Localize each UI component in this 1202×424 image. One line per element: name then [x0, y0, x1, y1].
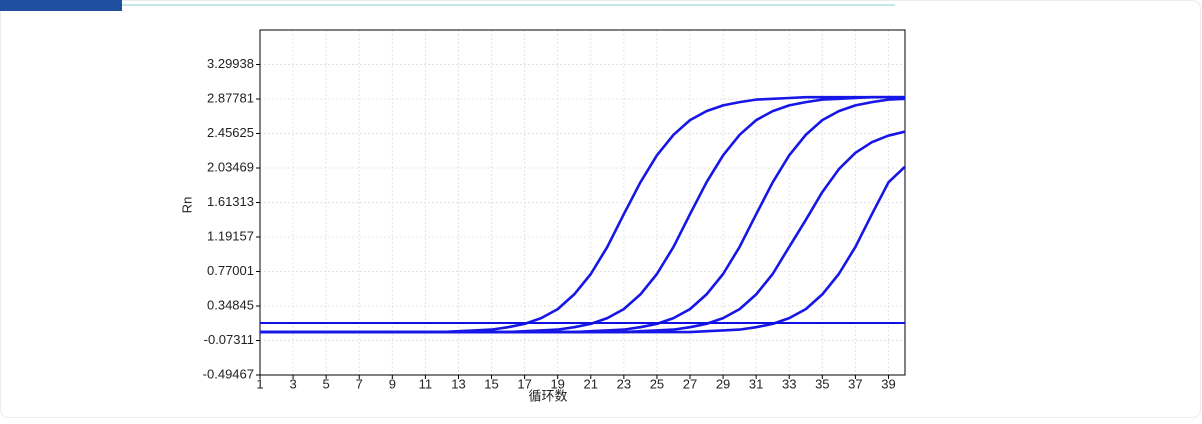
x-tick-label: 31	[749, 376, 763, 391]
y-tick-label: -0.07311	[204, 332, 254, 347]
x-tick-label: 11	[419, 376, 433, 391]
x-tick-label: 3	[289, 376, 296, 391]
x-tick-label: 23	[617, 376, 631, 391]
x-tick-label: 39	[881, 376, 895, 391]
header-bar	[0, 0, 122, 11]
y-tick-label: 0.77001	[207, 263, 254, 278]
x-tick-label: 35	[815, 376, 829, 391]
x-tick-label: 9	[389, 376, 396, 391]
y-tick-label: 2.03469	[207, 159, 254, 174]
y-tick-label: 1.61313	[207, 194, 254, 209]
x-axis-label: 循环数	[528, 388, 567, 403]
x-tick-label: 17	[517, 376, 531, 391]
x-tick-label: 19	[550, 376, 564, 391]
y-tick-label: 0.34845	[207, 297, 254, 312]
x-tick-label: 5	[323, 376, 330, 391]
y-tick-label: 3.29938	[207, 56, 254, 71]
y-axis-label: Rn	[179, 197, 194, 214]
y-tick-label: 2.45625	[207, 125, 254, 140]
x-tick-label: 33	[782, 376, 796, 391]
x-tick-label: 27	[683, 376, 697, 391]
x-tick-label: 13	[451, 376, 465, 391]
plot-frame	[259, 29, 906, 376]
y-tick-label: 1.19157	[207, 228, 254, 243]
y-tick-label: -0.49467	[203, 366, 254, 381]
x-tick-label: 37	[848, 376, 862, 391]
x-tick-label: 25	[650, 376, 664, 391]
x-tick-label: 7	[356, 376, 363, 391]
x-tick-label: 29	[716, 376, 730, 391]
x-tick-label: 1	[256, 376, 263, 391]
x-tick-label: 21	[584, 376, 598, 391]
y-tick-label: 2.87781	[207, 90, 254, 105]
x-tick-label: 15	[484, 376, 498, 391]
amplification-curve	[260, 165, 906, 334]
